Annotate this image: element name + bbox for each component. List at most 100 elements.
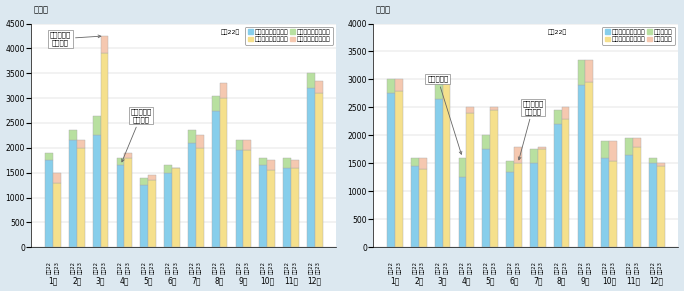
Legend: 再入国許可がある者, 再入国許可がある者, 再入国許可がない者, 再入国許可がない者: 再入国許可がある者, 再入国許可がある者, 再入国許可がない者, 再入国許可がな… [245, 27, 333, 45]
Text: 平成22: 平成22 [650, 261, 655, 274]
Bar [124, 153, 132, 158]
Bar [196, 135, 204, 148]
Bar [283, 158, 291, 168]
Text: 5月: 5月 [486, 276, 495, 285]
Bar [538, 149, 546, 247]
Bar [419, 169, 427, 247]
Bar [267, 170, 275, 247]
Bar [625, 138, 633, 155]
Bar [458, 178, 466, 247]
Text: 平成22: 平成22 [118, 261, 123, 274]
Bar [514, 163, 522, 247]
Text: 3月: 3月 [96, 276, 105, 285]
Bar [633, 138, 641, 147]
Bar [586, 60, 593, 82]
Bar [435, 99, 443, 247]
Bar [148, 180, 156, 247]
Text: 平成22: 平成22 [308, 261, 313, 274]
Bar [601, 158, 609, 247]
Bar [490, 107, 498, 110]
Bar [609, 161, 617, 247]
Text: 平成23: 平成23 [468, 261, 473, 274]
Text: 平成22: 平成22 [261, 261, 265, 274]
Bar [625, 155, 633, 247]
Bar [315, 93, 323, 247]
Bar [506, 161, 514, 172]
Bar [220, 98, 227, 247]
Bar [530, 149, 538, 163]
Text: （人）: （人） [34, 6, 49, 15]
Text: 2月: 2月 [414, 276, 423, 285]
Text: 平成23: 平成23 [492, 261, 497, 274]
Text: 平成23: 平成23 [420, 261, 425, 274]
Bar [101, 53, 109, 247]
Text: 平成22: 平成22 [166, 261, 170, 274]
Text: 2月: 2月 [72, 276, 81, 285]
Text: 平成23: 平成23 [150, 261, 155, 274]
Text: 平成23: 平成23 [563, 261, 568, 274]
Bar [482, 149, 490, 247]
Bar [562, 119, 569, 247]
Text: 平成22: 平成22 [603, 261, 607, 274]
Text: 平成23: 平成23 [245, 261, 250, 274]
Text: 6月: 6月 [509, 276, 518, 285]
Text: 平成22: 平成22 [142, 261, 147, 274]
Text: 4月: 4月 [120, 276, 129, 285]
Bar [506, 172, 514, 247]
Bar [490, 110, 498, 247]
Bar [283, 168, 291, 247]
Text: 平成23: 平成23 [126, 261, 131, 274]
Bar [220, 83, 227, 98]
Bar [482, 135, 490, 149]
Text: 平成22年: 平成22年 [547, 29, 566, 35]
Text: 平成23: 平成23 [316, 261, 321, 274]
Text: 9月: 9月 [239, 276, 248, 285]
Bar [244, 140, 251, 150]
Bar [315, 81, 323, 93]
Bar [93, 116, 101, 135]
Text: 再入国許可
がある者: 再入国許可 がある者 [518, 100, 544, 160]
Bar [395, 79, 403, 91]
Text: 10月: 10月 [602, 276, 616, 285]
Text: 再入国許可
がある者: 再入国許可 がある者 [122, 109, 152, 162]
Text: 平成22: 平成22 [555, 261, 560, 274]
Text: 平成22: 平成22 [389, 261, 393, 274]
Text: 1月: 1月 [391, 276, 399, 285]
Text: 平成23: 平成23 [174, 261, 179, 274]
Bar [387, 93, 395, 247]
Bar [116, 165, 124, 247]
Text: 平成22: 平成22 [237, 261, 242, 274]
Bar [466, 107, 474, 113]
Text: 平成22: 平成22 [579, 261, 584, 274]
Text: 9月: 9月 [581, 276, 590, 285]
Text: 11月: 11月 [626, 276, 640, 285]
Bar [562, 107, 569, 119]
Bar [554, 124, 562, 247]
Bar [69, 130, 77, 140]
Bar [93, 135, 101, 247]
Bar [649, 158, 657, 163]
Text: 平成23: 平成23 [587, 261, 592, 274]
Bar [577, 85, 586, 247]
Bar [188, 130, 196, 143]
Text: 平成23: 平成23 [221, 261, 226, 274]
Text: 12月: 12月 [308, 276, 321, 285]
Bar [77, 148, 85, 247]
Text: 平成23: 平成23 [658, 261, 663, 274]
Bar [554, 110, 562, 124]
Bar [514, 147, 522, 163]
Text: （人）: （人） [376, 6, 391, 15]
Bar [538, 147, 546, 149]
Bar [244, 150, 251, 247]
Text: 平成23: 平成23 [292, 261, 298, 274]
Bar [188, 143, 196, 247]
Text: 平成22: 平成22 [412, 261, 417, 274]
Text: 6月: 6月 [167, 276, 176, 285]
Text: 平成22: 平成22 [285, 261, 289, 274]
Bar [259, 165, 267, 247]
Legend: 再入国許可がある者, 再入国許可がある者, 新規入国者, 新規入国者: 再入国許可がある者, 再入国許可がある者, 新規入国者, 新規入国者 [602, 27, 675, 45]
Text: 10月: 10月 [260, 276, 274, 285]
Bar [164, 165, 172, 173]
Text: 平成22: 平成22 [531, 261, 536, 274]
Bar [140, 178, 148, 185]
